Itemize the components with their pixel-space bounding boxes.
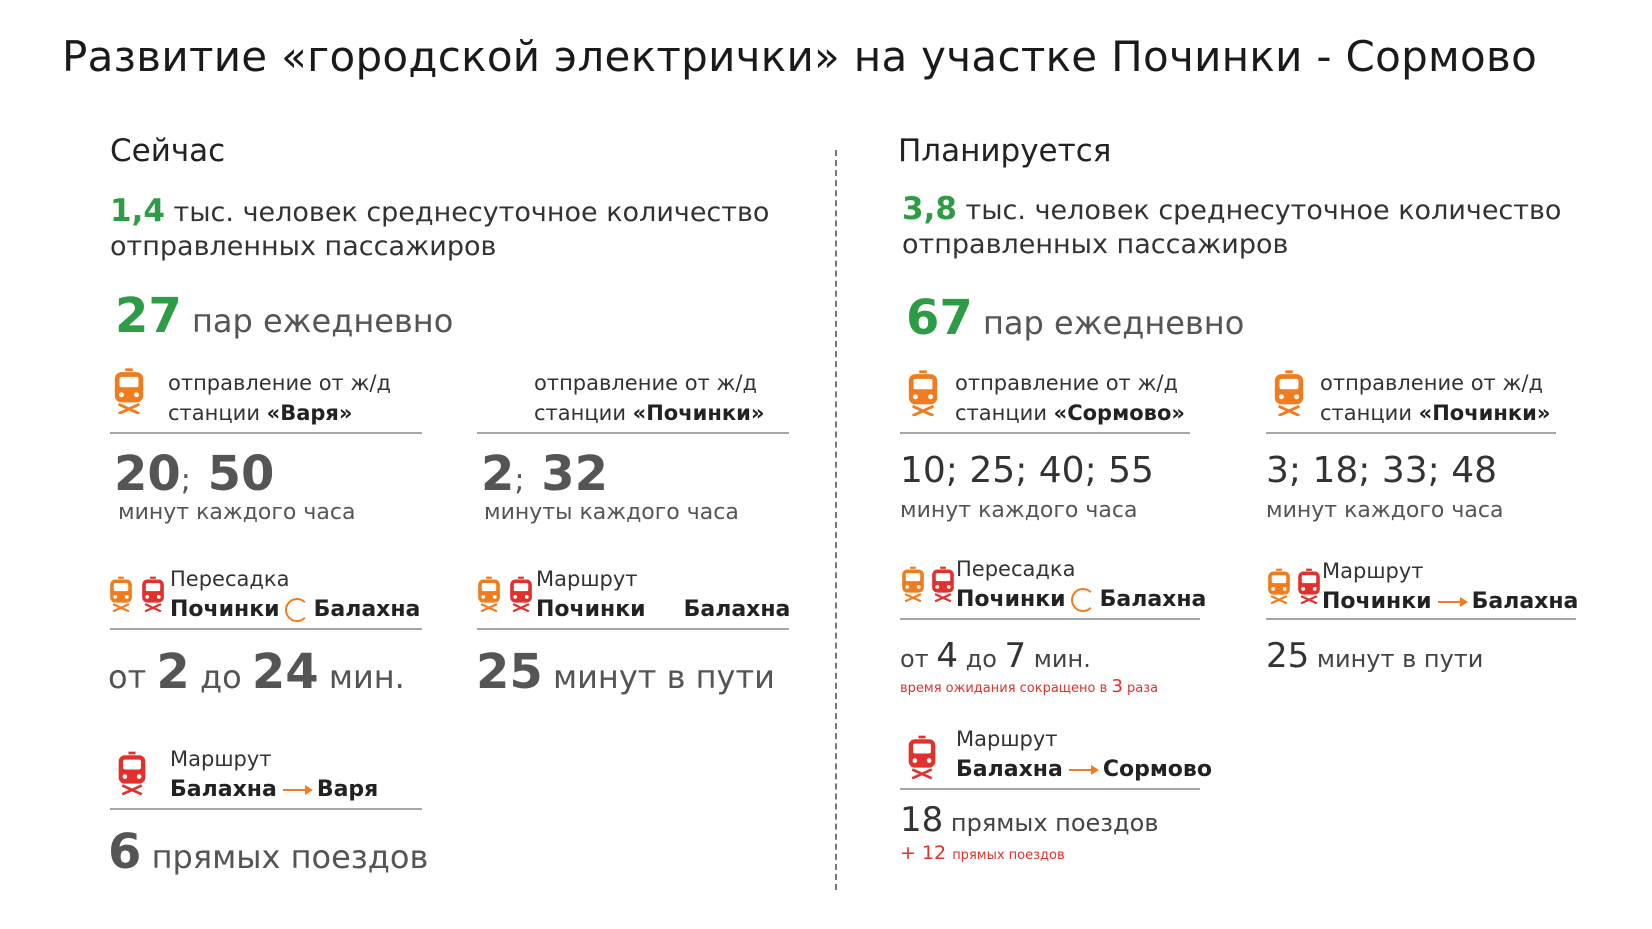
now-transfer: Пересадка Починки Балахна xyxy=(170,567,421,622)
plan-times-sormovo: 10; 25; 40; 55 xyxy=(900,450,1154,491)
train-icon xyxy=(906,734,938,780)
now-passengers-stat: 1,4 тыс. человек среднесуточное количест… xyxy=(110,193,770,262)
underline xyxy=(110,808,422,810)
transfer-cycle-icon xyxy=(284,598,309,622)
train-icon xyxy=(116,750,148,796)
plan-route-balakhna-sormovo: Маршрут Балахна Сормово xyxy=(956,727,1212,782)
plan-passengers-stat: 3,8 тыс. человек среднесуточное количест… xyxy=(902,191,1562,260)
now-times-pochinki-sub: минуты каждого часа xyxy=(484,500,739,525)
train-icon xyxy=(112,368,146,414)
two-trains-icon xyxy=(930,566,956,602)
page-title: Развитие «городской электрички» на участ… xyxy=(62,32,1538,81)
two-trains-icon xyxy=(1296,568,1322,604)
now-times-varya-sub: минут каждого часа xyxy=(118,500,356,525)
now-departure-varya: отправление от ж/д станции «Варя» xyxy=(168,371,391,425)
plan-departure-sormovo: отправление от ж/д станции «Сормово» xyxy=(955,371,1185,425)
two-trains-icon xyxy=(900,566,926,602)
two-trains-icon xyxy=(508,576,534,612)
plan-times-pochinki-sub: минут каждого часа xyxy=(1266,498,1504,523)
underline xyxy=(110,628,422,630)
now-direct-trains: 6 прямых поездов xyxy=(108,824,429,880)
plan-heading: Планируется xyxy=(898,133,1112,169)
column-divider xyxy=(835,150,837,890)
plan-pairs-number: 67 xyxy=(906,290,973,346)
plan-extra-trains: + 12 прямых поездов xyxy=(900,842,1065,864)
arrow-right-icon xyxy=(1437,597,1468,607)
plan-pairs-daily: 67 пар ежедневно xyxy=(906,290,1245,346)
underline xyxy=(110,432,422,434)
underline xyxy=(900,618,1200,620)
now-departure-pochinki: отправление от ж/д станции «Починки» xyxy=(534,371,765,425)
underline xyxy=(1266,432,1556,434)
two-trains-icon xyxy=(1266,568,1292,604)
now-times-pochinki: 2; 32 xyxy=(481,446,609,502)
underline xyxy=(477,628,789,630)
plan-times-sormovo-sub: минут каждого часа xyxy=(900,498,1138,523)
now-route-balakhna-varya: Маршрут Балахна Варя xyxy=(170,747,379,802)
now-heading: Сейчас xyxy=(110,133,226,169)
underline xyxy=(1266,618,1576,620)
train-icon xyxy=(906,370,940,416)
underline xyxy=(900,788,1200,790)
two-trains-icon xyxy=(476,576,502,612)
plan-transfer: Пересадка Починки Балахна xyxy=(956,557,1207,612)
plan-transfer-note: время ожидания сокращено в 3 раза xyxy=(900,676,1159,697)
plan-times-pochinki: 3; 18; 33; 48 xyxy=(1266,450,1498,491)
plan-route-pochinki-balakhna: Маршрут Починки Балахна xyxy=(1322,559,1579,614)
plan-transfer-time: от 4 до 7 мин. xyxy=(900,636,1091,676)
underline xyxy=(900,432,1190,434)
plan-route-time: 25 минут в пути xyxy=(1266,636,1484,676)
plan-passengers-number: 3,8 xyxy=(902,191,957,227)
arrow-right-icon xyxy=(1068,765,1099,775)
plan-direct-trains: 18 прямых поездов xyxy=(900,800,1159,840)
now-pairs-daily: 27 пар ежедневно xyxy=(115,288,454,344)
two-trains-icon xyxy=(140,576,166,612)
train-icon xyxy=(1272,370,1306,416)
transfer-cycle-icon xyxy=(1070,588,1095,612)
two-trains-icon xyxy=(108,576,134,612)
now-times-varya: 20; 50 xyxy=(114,446,275,502)
now-passengers-number: 1,4 xyxy=(110,193,165,229)
now-pairs-number: 27 xyxy=(115,288,182,344)
arrow-right-icon xyxy=(282,785,313,795)
now-route-pochinki-balakhna: Маршрут Починки Балахна xyxy=(536,567,791,622)
underline xyxy=(477,432,789,434)
now-transfer-time: от 2 до 24 мин. xyxy=(108,644,405,700)
now-route-time: 25 минут в пути xyxy=(476,644,775,700)
plan-departure-pochinki: отправление от ж/д станции «Починки» xyxy=(1320,371,1551,425)
